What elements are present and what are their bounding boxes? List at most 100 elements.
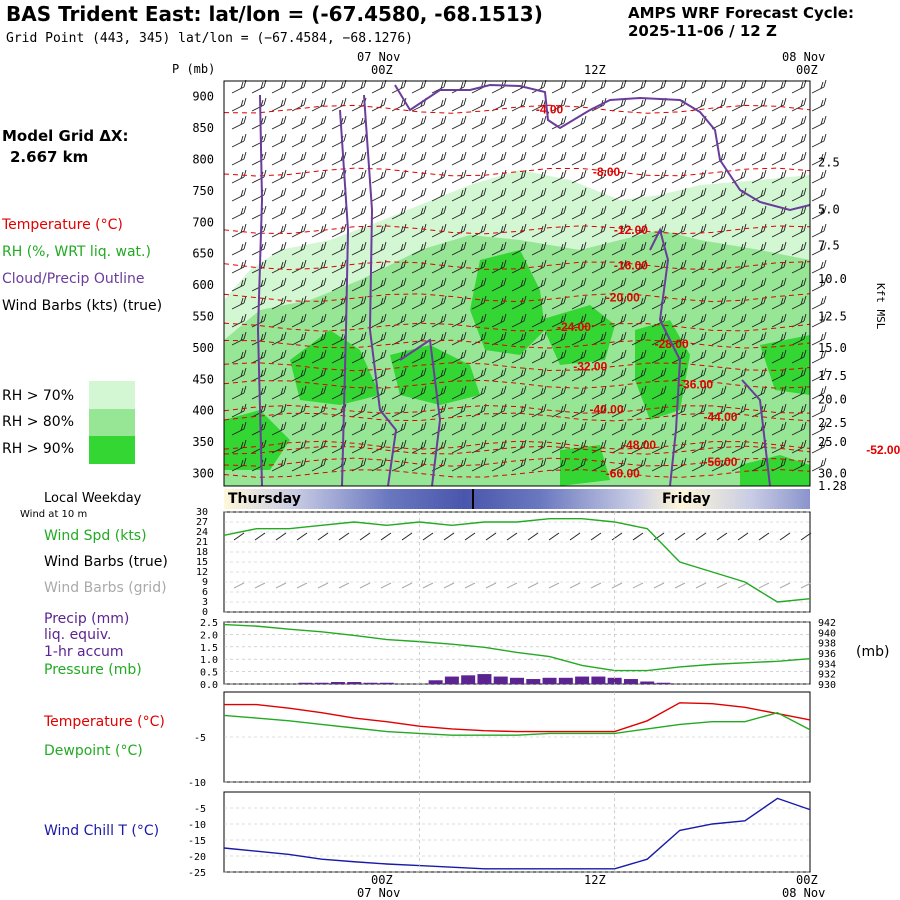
precip-bar xyxy=(314,682,329,684)
wind-barb xyxy=(611,349,627,364)
temperature-contour xyxy=(223,293,811,303)
wind-barb xyxy=(751,295,767,310)
height-tick-label: 30.0 xyxy=(818,466,847,480)
wind-barb xyxy=(351,421,367,436)
wind-barb xyxy=(711,331,727,346)
wind-barb xyxy=(671,421,687,436)
wind-barb xyxy=(311,313,327,328)
height-tick-label: 1.28 xyxy=(818,479,847,493)
wind-barb xyxy=(531,367,547,382)
wind-barb-grid xyxy=(737,582,749,589)
wind-barb xyxy=(411,133,427,148)
wind-barb xyxy=(471,259,487,274)
wind-barb xyxy=(351,277,367,292)
top-date-3: 08 Nov xyxy=(782,50,826,64)
wind-barb xyxy=(351,223,367,238)
wind-barb xyxy=(371,313,387,328)
wind-barb xyxy=(431,133,447,148)
pressure-tick-label: 450 xyxy=(192,372,214,386)
wind-barb-grid xyxy=(695,582,707,589)
wind-barb xyxy=(731,421,747,436)
wind-barb-true xyxy=(485,532,497,541)
wind-barb xyxy=(451,331,467,346)
weekday-friday: Friday xyxy=(662,491,711,507)
wind-barb xyxy=(471,169,487,184)
wind-barb xyxy=(731,313,747,328)
wind-barb xyxy=(791,277,807,292)
wind-barb xyxy=(491,133,507,148)
wind-barb xyxy=(451,295,467,310)
wind-barb xyxy=(591,205,607,220)
wind-barb xyxy=(711,151,727,166)
wind-barb-grid xyxy=(590,582,602,589)
wind-barb xyxy=(451,97,467,112)
temperature-contour xyxy=(223,261,811,271)
precip-bar xyxy=(330,682,345,684)
wind-barb xyxy=(351,295,367,310)
wind-barb xyxy=(351,169,367,184)
wind-barb xyxy=(491,187,507,202)
wind-barb xyxy=(291,313,307,328)
wind-barb xyxy=(691,133,707,148)
wind-barb xyxy=(631,349,647,364)
wind-barb xyxy=(771,421,787,436)
wind-barb-grid xyxy=(338,582,350,589)
precip-bar xyxy=(640,681,655,684)
wind-barb xyxy=(451,403,467,418)
precip-bar xyxy=(510,677,524,684)
temperature-line xyxy=(224,702,811,733)
wind-barb xyxy=(411,205,427,220)
wind-barb xyxy=(291,169,307,184)
wind-barb xyxy=(351,151,367,166)
precip-bar xyxy=(298,682,313,684)
pressure-units-label: (mb) xyxy=(856,644,890,660)
wind-barb xyxy=(311,151,327,166)
wind-barb xyxy=(271,97,287,112)
wind-barb xyxy=(631,133,647,148)
wind-barb xyxy=(771,403,787,418)
wind-barb xyxy=(811,277,827,292)
wind-barb xyxy=(671,187,687,202)
wind-barb xyxy=(231,97,247,112)
wind-barb xyxy=(451,223,467,238)
wind-barb xyxy=(691,367,707,382)
wind-barb-grid xyxy=(779,582,791,589)
wind-barb xyxy=(811,457,827,472)
wind-barb xyxy=(751,169,767,184)
wind-barb xyxy=(811,205,827,220)
pressure-tick-label: 700 xyxy=(192,215,214,229)
wind-barb xyxy=(431,97,447,112)
wind-barb xyxy=(671,223,687,238)
wind-barbs-true-label: Wind Barbs (true) xyxy=(44,554,168,570)
pressure-tick-label: 650 xyxy=(192,247,214,261)
wind-barb xyxy=(391,367,407,382)
height-tick-label: 15.0 xyxy=(818,341,847,355)
wind-barb xyxy=(411,295,427,310)
wind-barb-grid xyxy=(464,582,476,589)
wind-barb-grid xyxy=(401,582,413,589)
wind-barb xyxy=(391,439,407,454)
wind-barb-true xyxy=(674,532,686,541)
wind-barb xyxy=(291,403,307,418)
wind-barb-true xyxy=(632,532,644,541)
wind-barb xyxy=(551,277,567,292)
wind-barb xyxy=(671,241,687,256)
precip-accum-label: 1-hr accum xyxy=(44,644,124,660)
wind-barb xyxy=(511,331,527,346)
wind-barb xyxy=(411,241,427,256)
height-tick-label: 22.5 xyxy=(818,416,847,430)
wind-barb xyxy=(571,187,587,202)
wind-barb xyxy=(631,205,647,220)
wind-barb xyxy=(591,349,607,364)
wind-barb xyxy=(331,277,347,292)
precip-bar xyxy=(591,676,606,684)
height-tick-label: 7.5 xyxy=(818,239,840,253)
wind-barb xyxy=(451,205,467,220)
wind-barb xyxy=(371,223,387,238)
rh90-region-g xyxy=(224,410,290,470)
wind-barb xyxy=(731,457,747,472)
wind-barb xyxy=(351,331,367,346)
wind-barb xyxy=(291,223,307,238)
wind-barb xyxy=(471,151,487,166)
pressure-tick-label: 300 xyxy=(192,466,214,480)
